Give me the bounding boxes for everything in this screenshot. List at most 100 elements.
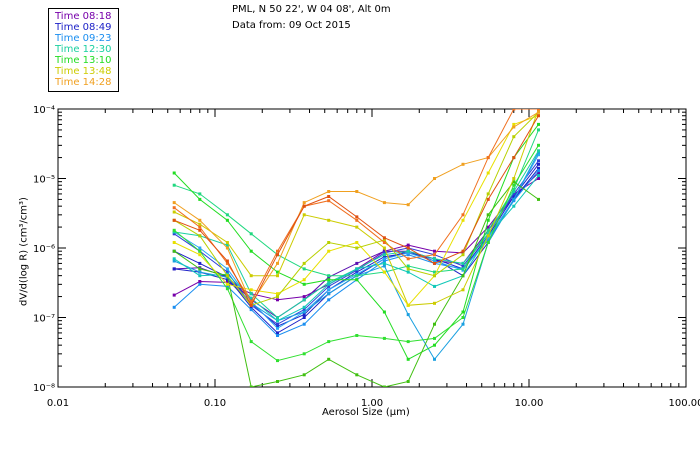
data-point	[382, 238, 386, 242]
data-point	[327, 218, 331, 222]
data-point	[406, 251, 410, 255]
x-tick-label: 0.01	[47, 398, 69, 409]
data-point	[276, 322, 279, 326]
data-point	[249, 288, 253, 292]
data-point	[249, 296, 253, 300]
data-point	[225, 270, 229, 274]
series-08-18-a	[172, 177, 540, 302]
series-13-10-b	[172, 143, 540, 363]
data-point	[486, 218, 490, 222]
data-point	[225, 218, 229, 222]
data-point	[512, 197, 516, 201]
data-point	[355, 267, 359, 271]
data-point	[461, 251, 465, 255]
data-point	[355, 246, 359, 250]
data-point	[327, 249, 331, 253]
data-point	[486, 228, 490, 232]
data-point	[198, 192, 202, 196]
data-point	[355, 334, 359, 337]
data-point	[406, 243, 410, 247]
data-point	[249, 385, 253, 387]
data-point	[172, 267, 176, 271]
x-tick-label: 1.00	[361, 398, 383, 409]
data-point	[198, 270, 202, 274]
legend-item-1310: Time 13:10	[55, 55, 112, 66]
data-point	[302, 305, 306, 309]
data-point	[433, 253, 436, 257]
data-point	[433, 284, 436, 288]
data-point	[433, 257, 436, 261]
data-point	[355, 270, 359, 274]
data-point	[302, 278, 306, 282]
data-point	[249, 340, 253, 344]
data-point	[327, 288, 331, 292]
data-point	[225, 241, 229, 244]
data-point	[433, 259, 436, 263]
data-point	[486, 225, 490, 229]
data-point	[302, 313, 306, 317]
data-point	[382, 310, 386, 314]
data-point	[406, 313, 410, 317]
data-point	[537, 153, 540, 157]
y-tick-label: 10⁻⁸	[33, 383, 55, 394]
data-point	[486, 232, 490, 236]
series-13-10-a	[172, 122, 540, 361]
data-point	[276, 274, 279, 278]
data-point	[512, 183, 516, 187]
data-point	[486, 192, 490, 196]
data-point	[382, 249, 386, 253]
y-tick-label: 10⁻⁴	[33, 105, 55, 116]
data-point	[172, 230, 176, 234]
y-tick-label: 10⁻⁵	[33, 175, 55, 186]
data-point	[461, 218, 465, 222]
data-point	[512, 125, 516, 129]
date-header: Data from: 09 Oct 2015	[232, 20, 351, 31]
data-point	[406, 270, 410, 274]
data-point	[382, 261, 386, 265]
data-point	[486, 197, 490, 201]
y-tick-label: 10⁻⁷	[33, 314, 55, 325]
data-point	[461, 288, 465, 292]
data-point	[406, 253, 410, 257]
data-point	[276, 331, 279, 335]
data-point	[276, 324, 279, 328]
data-point	[276, 295, 279, 299]
data-point	[198, 280, 202, 283]
data-point	[512, 122, 516, 126]
data-point	[512, 135, 516, 139]
data-point	[198, 267, 202, 271]
data-point	[172, 232, 176, 236]
data-series	[172, 109, 540, 387]
data-point	[537, 159, 540, 163]
data-point	[512, 204, 516, 208]
data-point	[537, 174, 540, 178]
data-point	[302, 352, 306, 356]
data-point	[433, 261, 436, 265]
data-point	[406, 357, 410, 361]
data-point	[198, 225, 202, 229]
data-point	[537, 162, 540, 166]
data-point	[302, 282, 306, 286]
data-point	[537, 169, 540, 173]
data-point	[537, 110, 540, 114]
data-point	[537, 177, 540, 180]
x-axis-label: Aerosol Size (μm)	[322, 407, 410, 418]
data-point	[172, 171, 176, 175]
data-point	[327, 241, 331, 244]
data-point	[433, 301, 436, 305]
data-point	[461, 322, 465, 326]
data-point	[461, 274, 465, 278]
data-point	[327, 357, 331, 361]
data-point	[225, 213, 229, 217]
data-point	[198, 197, 202, 201]
data-point	[486, 171, 490, 175]
data-point	[355, 218, 359, 222]
data-point	[537, 197, 540, 201]
data-point	[382, 236, 386, 240]
data-point	[486, 236, 490, 240]
axis-ticks: 0.01 0.10 1.00 10.00 100.00 10⁻⁸ 10⁻⁷ 10⁻⁶ 10⁻⁵ 1…	[33, 105, 700, 409]
data-point	[382, 259, 386, 263]
data-point	[486, 213, 490, 217]
data-point	[249, 303, 253, 307]
